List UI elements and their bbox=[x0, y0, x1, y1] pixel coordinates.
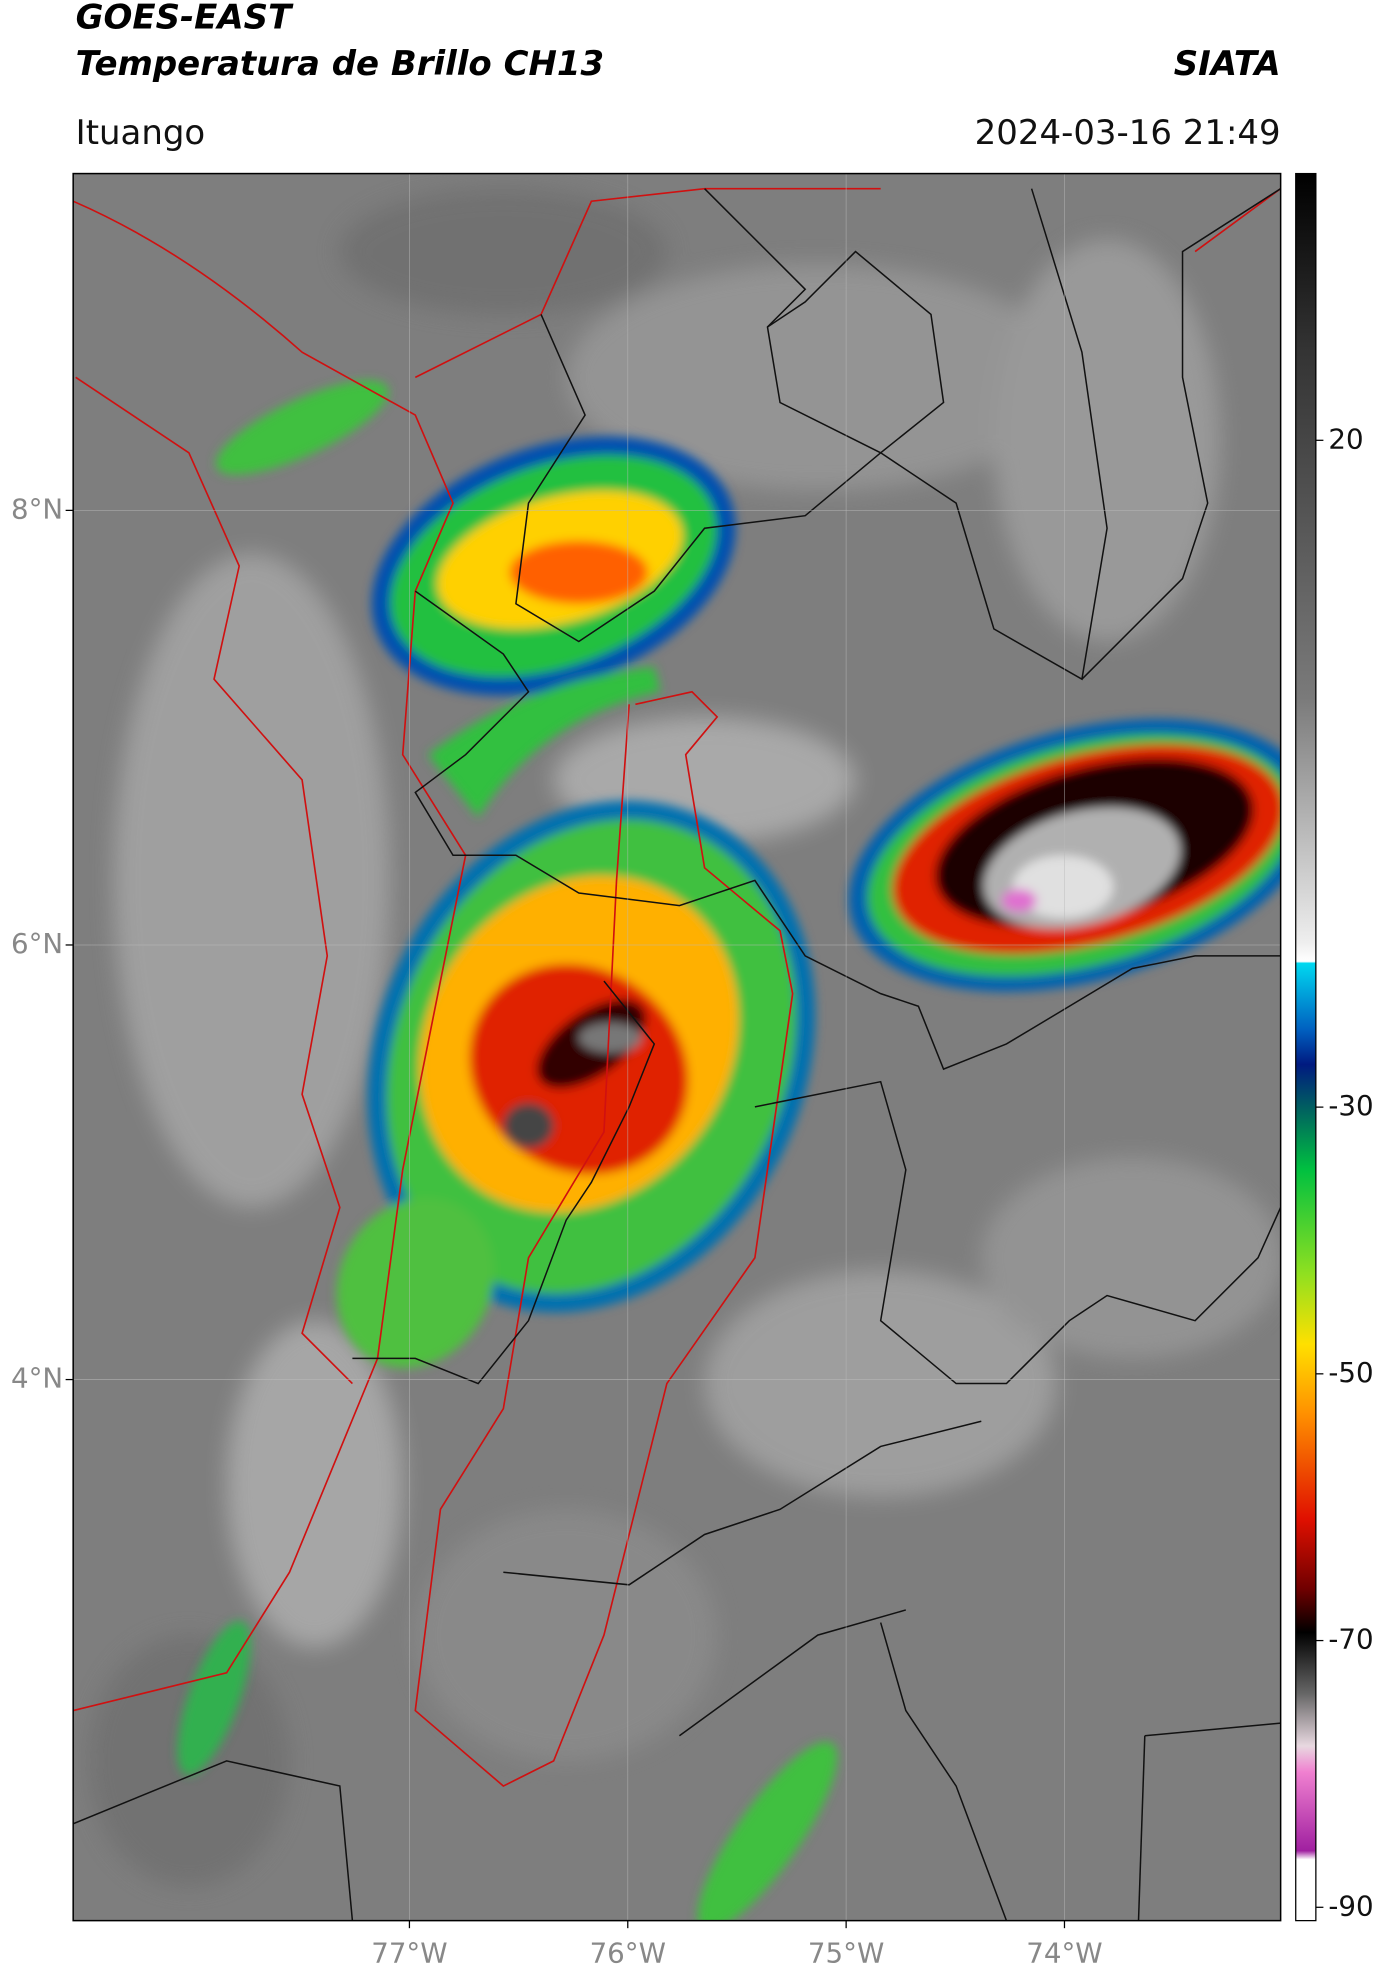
colorbar-label: -90 bbox=[1328, 1889, 1373, 1922]
source: SIATA bbox=[1174, 44, 1281, 84]
lon-label: 77°W bbox=[371, 1937, 447, 1970]
graticule bbox=[73, 173, 1281, 1921]
satellite-image bbox=[73, 173, 1281, 1921]
lon-label: 76°W bbox=[590, 1937, 666, 1970]
map-frame bbox=[72, 172, 1282, 1922]
colorbar-label: -30 bbox=[1328, 1089, 1373, 1122]
lon-label: 74°W bbox=[1026, 1937, 1102, 1970]
lat-label: 6°N bbox=[11, 927, 63, 960]
colorbar-label: -70 bbox=[1328, 1623, 1373, 1656]
title: GOES-EAST bbox=[76, 0, 294, 37]
subtitle: Temperatura de Brillo CH13 bbox=[76, 44, 604, 84]
location: Ituango bbox=[76, 113, 206, 153]
colorbar bbox=[1295, 172, 1317, 1922]
datetime: 2024-03-16 21:49 bbox=[975, 113, 1281, 153]
lat-label: 8°N bbox=[11, 492, 63, 525]
lat-label: 4°N bbox=[11, 1362, 63, 1395]
lon-label: 75°W bbox=[808, 1937, 884, 1970]
colorbar-label: 20 bbox=[1328, 422, 1363, 455]
colorbar-label: -50 bbox=[1328, 1356, 1373, 1389]
